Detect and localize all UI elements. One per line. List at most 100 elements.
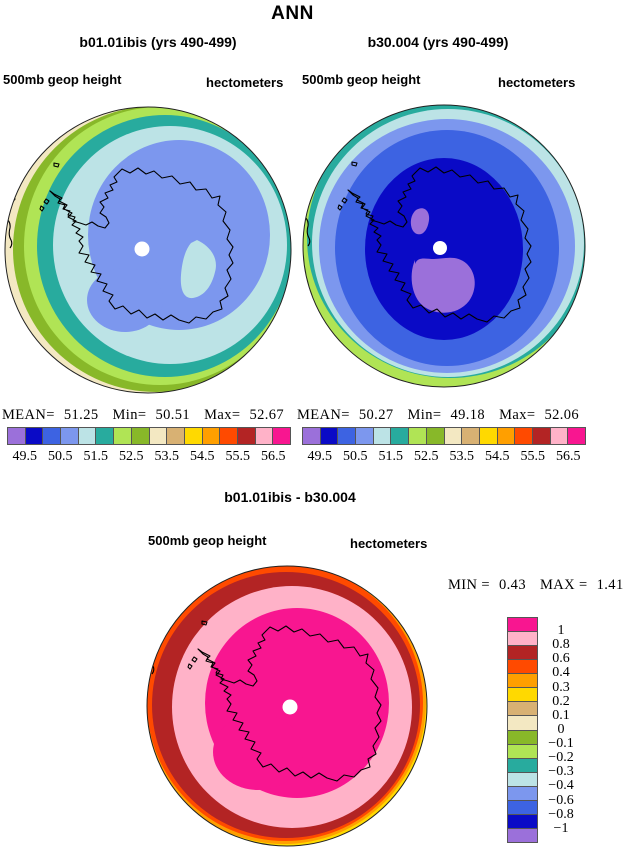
colorbar-tick-label: 53.5 xyxy=(154,449,180,464)
island-marks xyxy=(187,620,208,670)
colorbar-tick-label: 55.5 xyxy=(225,449,251,464)
colorbar-segment-tan xyxy=(508,702,537,717)
colorbar-tick-label: −1 xyxy=(553,820,569,836)
colorbar-segment-orange xyxy=(497,428,516,444)
map-diff-b01-minus-b30 xyxy=(146,565,428,847)
panel-right-title: b30.004 (yrs 490-499) xyxy=(367,34,509,50)
panel-diff-units-label: hectometers xyxy=(350,536,428,551)
max-label: MAX = xyxy=(539,577,588,593)
colorbar-tick-label: −0.4 xyxy=(548,778,574,794)
max-label: Max= xyxy=(204,407,241,423)
colorbar-segment-darkred xyxy=(508,646,537,661)
colorbar-tick-label: 54.5 xyxy=(190,449,215,464)
colorbar-segment-palecyan xyxy=(373,428,392,444)
colorbar-segment-magenta xyxy=(568,428,585,444)
colorbar-tick-label: 56.5 xyxy=(261,449,286,464)
colorbar-segment-pink xyxy=(550,428,569,444)
min-label: Min= xyxy=(112,407,147,423)
colorbar-segment-orangered xyxy=(515,428,533,444)
min-value: 0.43 xyxy=(499,577,526,593)
colorbar-segment-olive xyxy=(131,428,150,444)
island-marks xyxy=(39,162,60,212)
colorbar-tick-label: −0.6 xyxy=(548,792,574,808)
colorbar-tick-label: 51.5 xyxy=(83,449,109,464)
colorbar-segment-tan xyxy=(167,428,185,444)
max-value: 1.41 xyxy=(596,577,624,593)
colorbar-diff-ticks: 1 0.8 0.6 0.4 0.3 0.2 0.1 0 −0.1 −0.2 −0.3 −0.4 −0.6… xyxy=(538,623,584,836)
south-america-edge-coast xyxy=(303,215,311,247)
map-boundary xyxy=(146,565,428,847)
figure-title: ANN xyxy=(271,3,314,24)
min-value: 50.51 xyxy=(155,407,191,423)
panel-diff-title: b01.01ibis - b30.004 xyxy=(224,489,356,505)
mean-value: 51.25 xyxy=(63,407,99,423)
colorbar-tick-label: 54.5 xyxy=(485,449,510,464)
colorbar-tick-label: 0.4 xyxy=(552,665,570,681)
colorbar-segment-magenta xyxy=(273,428,290,444)
colorbar-segment-royalblue xyxy=(43,428,62,444)
colorbar-segment-paletan xyxy=(149,428,168,444)
colorbar-tick-label: 51.5 xyxy=(378,449,404,464)
colorbar-tick-label: 53.5 xyxy=(449,449,475,464)
colorbar-tick-label: 50.5 xyxy=(343,449,368,464)
colorbar-segment-darkblue xyxy=(320,428,339,444)
colorbar-segment-orangered xyxy=(508,660,537,675)
colorbar-tick-label: 52.5 xyxy=(119,449,144,464)
colorbar-segment-darkblue xyxy=(508,814,537,829)
colorbar-segment-pink xyxy=(255,428,274,444)
colorbar-segment-darkred xyxy=(532,428,551,444)
colorbar-tick-label: 49.5 xyxy=(12,449,38,464)
min-label: MIN = xyxy=(448,577,490,593)
colorbar-segment-darkred xyxy=(237,428,256,444)
map-boundary xyxy=(4,106,292,394)
colorbar-segment-teal xyxy=(96,428,115,444)
south-pole-marker xyxy=(134,241,150,257)
colorbar-segment-teal xyxy=(391,428,410,444)
colorbar-tick-label: −0.1 xyxy=(548,736,574,751)
south-pole-marker xyxy=(433,241,447,255)
colorbar-segment-pink xyxy=(508,632,537,647)
colorbar-left xyxy=(7,427,291,445)
panel-left-units-label: hectometers xyxy=(206,75,284,90)
colorbar-tick-label: 0.2 xyxy=(552,693,570,709)
panel-right-field-label: 500mb geop height xyxy=(302,72,421,87)
antarctica-coastline xyxy=(39,162,234,324)
colorbar-segment-magenta xyxy=(508,618,537,633)
min-value: 49.18 xyxy=(450,407,486,423)
colorbar-tick-label: 0.1 xyxy=(552,707,570,723)
colorbar-right-ticks: 49.5 50.5 51.5 52.5 53.5 54.5 55.5 56.5 xyxy=(302,449,586,465)
colorbar-tick-label: 56.5 xyxy=(556,449,581,464)
mean-label: MEAN= xyxy=(297,407,350,423)
colorbar-segment-yellow xyxy=(184,428,203,444)
colorbar-tick-label: 50.5 xyxy=(48,449,73,464)
colorbar-segment-yellow xyxy=(508,688,537,703)
colorbar-segment-paletan xyxy=(508,716,537,731)
map-right-b30-004 xyxy=(302,104,586,388)
max-value: 52.06 xyxy=(544,407,580,423)
colorbar-segment-tan xyxy=(462,428,480,444)
min-label: Min= xyxy=(407,407,442,423)
mean-label: MEAN= xyxy=(2,407,55,423)
colorbar-tick-label: 49.5 xyxy=(307,449,333,464)
colorbar-tick-label: 0.3 xyxy=(552,679,570,695)
colorbar-segment-yellow xyxy=(479,428,498,444)
colorbar-segment-cornflower xyxy=(61,428,79,444)
colorbar-tick-label: −0.8 xyxy=(548,806,574,822)
colorbar-segment-olive xyxy=(508,730,537,745)
colorbar-tick-label: 0 xyxy=(557,721,565,737)
max-value: 52.67 xyxy=(249,407,285,423)
colorbar-segment-lightgreen xyxy=(508,744,537,759)
panel-diff-field-label: 500mb geop height xyxy=(148,533,267,548)
colorbar-segment-palecyan xyxy=(78,428,97,444)
antarctica-coastline xyxy=(187,620,382,782)
stats-left: MEAN= 51.25 Min= 50.51 Max= 52.67 xyxy=(2,407,298,424)
panel-right-units-label: hectometers xyxy=(498,75,576,90)
stats-right: MEAN= 50.27 Min= 49.18 Max= 52.06 xyxy=(297,407,593,424)
colorbar-segment-lightgreen xyxy=(409,428,427,444)
colorbar-segment-purple xyxy=(303,428,321,444)
colorbar-tick-label: 52.5 xyxy=(414,449,439,464)
colorbar-segment-royalblue xyxy=(508,800,537,815)
colorbar-segment-orange xyxy=(202,428,221,444)
colorbar-segment-teal xyxy=(508,758,537,773)
